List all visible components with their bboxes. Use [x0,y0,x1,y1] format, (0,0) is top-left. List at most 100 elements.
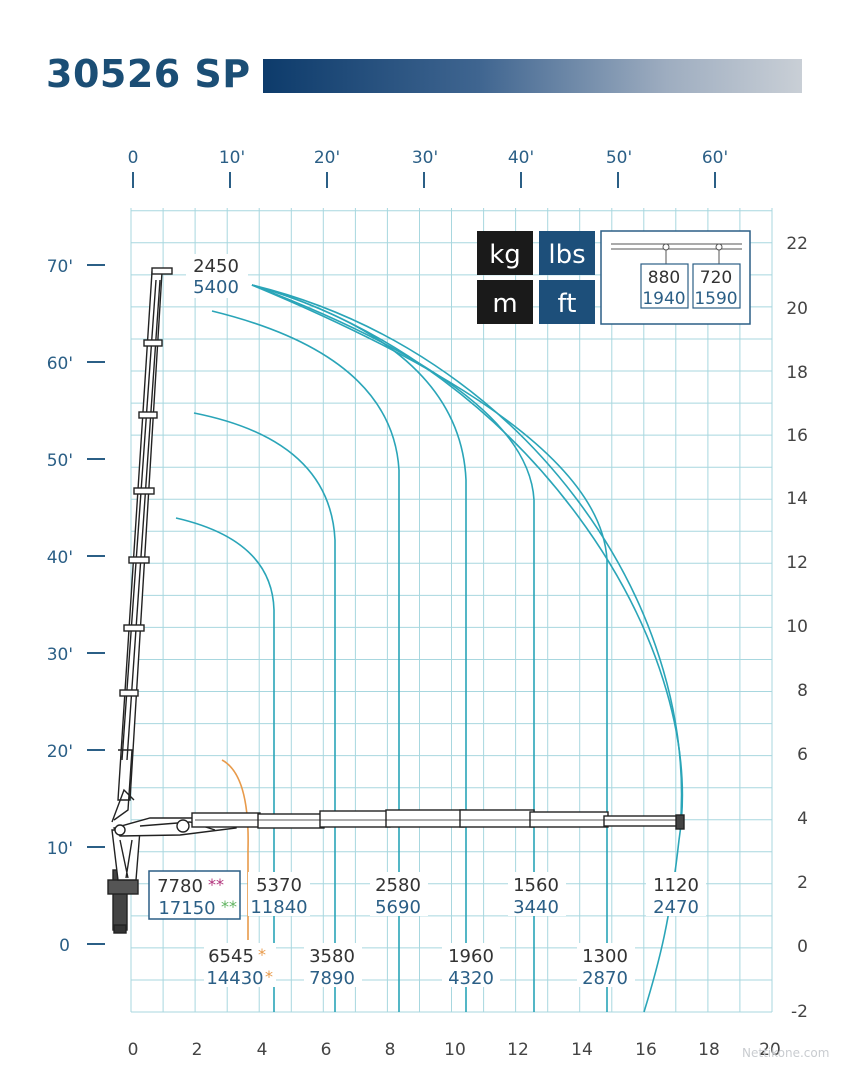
max-lbs: 17150 [158,898,215,919]
orange-lbs: 14430 [206,968,263,989]
bottom-tick-label: 20 [759,1040,781,1060]
units-legend: kg lbs m ft [477,231,595,324]
orange-mark: * [265,967,273,986]
right-tick-label: 18 [786,363,808,383]
bottom-tick-label: 2 [192,1040,203,1060]
right-tick-label: -2 [791,1002,808,1022]
radius-1-lbs: 11840 [250,897,307,918]
max-marks: ** [208,875,224,894]
chart-grid [130,208,773,1013]
unit-ft: ft [558,289,577,319]
right-tick-label: 0 [797,937,808,957]
right-tick-label: 4 [797,809,808,829]
load-curve [251,284,608,1012]
jib-kg-1: 880 [648,268,680,288]
page-title: 30526 SP [46,52,251,96]
right-tick-label: 8 [797,681,808,701]
right-tick-label: 6 [797,745,808,765]
watermark: Nettikone.com [742,1046,830,1060]
boom-section [603,815,679,827]
orange-curve [221,759,249,940]
orange-mark: * [258,945,266,964]
top-tick-label: 0 [128,148,139,168]
radius-2-lbs: 7890 [309,968,355,989]
right-tick-label: 20 [786,299,808,319]
radius-4-lbs: 4320 [448,968,494,989]
radius-5-kg: 1560 [513,875,559,896]
left-tick-label: 70' [47,257,73,277]
left-tick-label: 0 [59,936,70,956]
left-feet-axis: 0 10' 20' 30' 40' 50' 60' 70' [47,257,73,956]
unit-m: m [492,289,517,319]
radius-6-lbs: 2870 [582,968,628,989]
max-marks: ** [221,897,237,916]
radius-4-kg: 1960 [448,946,494,967]
top-tick-label: 10' [219,148,245,168]
crane-drawing [107,267,685,934]
max-kg: 7780 [157,876,203,897]
bottom-meter-axis: 0 2 4 6 8 10 12 14 16 18 20 [128,1040,781,1060]
radius-7-lbs: 2470 [653,897,699,918]
top-tick-label: 30' [412,148,438,168]
radius-6-kg: 1300 [582,946,628,967]
radius-7-kg: 1120 [653,875,699,896]
top-feet-axis: 0 10' 20' 30' 40' 50' 60' [128,148,729,168]
radius-5-lbs: 3440 [513,897,559,918]
boom-section [385,809,465,828]
left-tick-label: 60' [47,354,73,374]
load-curve [175,517,275,1012]
capacity-labels: 2450 5400 7780 ** 17150 ** 6545 * 14430 … [148,254,706,989]
unit-lbs: lbs [548,240,585,270]
right-tick-label: 10 [786,617,808,637]
bottom-tick-label: 12 [507,1040,529,1060]
boom-section [319,810,391,828]
jib-lbs-2: 1590 [694,289,737,309]
radius-3-kg: 2580 [375,875,421,896]
bottom-tick-label: 0 [128,1040,139,1060]
boom-section [529,811,609,828]
orange-kg: 6545 [208,946,254,967]
max-capacity-box [148,870,241,920]
crane-foot [107,879,139,895]
top-tick-label: 20' [314,148,340,168]
bottom-tick-label: 4 [257,1040,268,1060]
bottom-tick-label: 14 [571,1040,593,1060]
top-feet-tick-marks [132,172,716,188]
tip-kg: 2450 [193,256,239,277]
load-curve [211,310,400,1012]
boom-section [257,813,325,829]
left-tick-label: 10' [47,839,73,859]
top-tick-label: 50' [606,148,632,168]
left-tick-label: 50' [47,451,73,471]
load-curve [193,412,336,1012]
right-tick-label: 14 [786,489,808,509]
bottom-tick-label: 16 [635,1040,657,1060]
tip-lbs: 5400 [193,277,239,298]
jib-lbs-1: 1940 [642,289,685,309]
bottom-tick-label: 18 [698,1040,720,1060]
boom-section [459,809,535,828]
bottom-tick-label: 10 [444,1040,466,1060]
title-gradient-bar [263,59,802,93]
bottom-tick-label: 8 [385,1040,396,1060]
right-tick-label: 12 [786,553,808,573]
load-curve [251,284,535,1012]
left-tick-label: 40' [47,548,73,568]
right-tick-label: 16 [786,426,808,446]
right-meter-axis: -2 0 2 4 6 8 10 12 14 16 18 20 22 [786,234,808,1022]
jib-box: 880 1940 720 1590 [600,230,751,325]
unit-kg: kg [489,240,521,270]
right-tick-label: 2 [797,873,808,893]
top-tick-label: 60' [702,148,728,168]
bottom-tick-label: 6 [321,1040,332,1060]
left-tick-label: 30' [47,645,73,665]
left-tick-label: 20' [47,742,73,762]
left-feet-tick-marks [87,264,105,945]
right-tick-label: 22 [786,234,808,254]
jib-kg-2: 720 [700,268,732,288]
radius-3-lbs: 5690 [375,897,421,918]
radius-2-kg: 3580 [309,946,355,967]
radius-1-kg: 5370 [256,875,302,896]
top-tick-label: 40' [508,148,534,168]
